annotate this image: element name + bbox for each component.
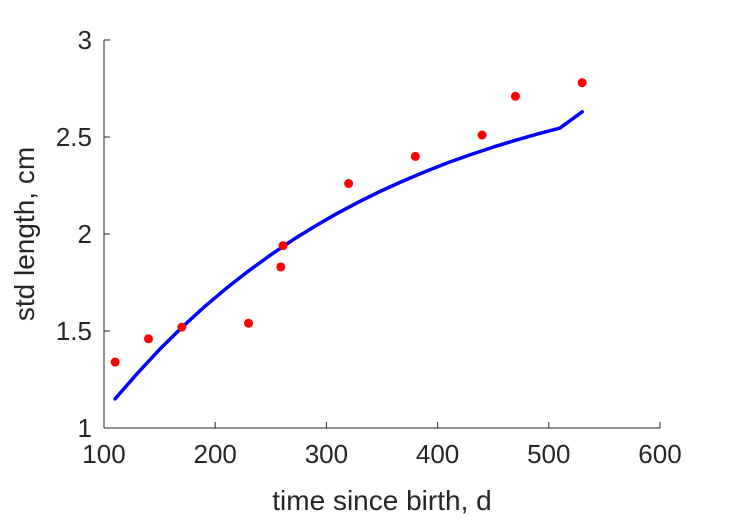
data-point	[177, 322, 187, 332]
data-point	[143, 334, 153, 344]
data-point	[276, 262, 286, 272]
x-tick-label: 200	[194, 439, 237, 469]
data-point	[410, 151, 420, 161]
x-ticks: 100 200 300 400 500 600	[82, 422, 682, 469]
x-tick-label: 100	[82, 439, 125, 469]
x-tick-label: 600	[638, 439, 681, 469]
axes	[103, 40, 660, 429]
data-point	[577, 78, 587, 88]
x-tick-label: 300	[305, 439, 348, 469]
y-axis-label: std length, cm	[9, 147, 40, 321]
data-point	[110, 357, 120, 367]
y-tick-label: 1.5	[56, 316, 92, 346]
data-point	[278, 241, 288, 251]
y-tick-label: 1	[78, 413, 92, 443]
fit-curve-line	[113, 110, 584, 401]
x-tick-label: 400	[416, 439, 459, 469]
y-tick-label: 2	[78, 219, 92, 249]
data-point	[510, 91, 520, 101]
series-layer	[110, 78, 587, 401]
data-point	[477, 130, 487, 140]
y-tick-label: 3	[78, 25, 92, 55]
x-tick-label: 500	[527, 439, 570, 469]
data-point	[244, 318, 254, 328]
data-point	[344, 179, 354, 189]
x-axis-label: time since birth, d	[272, 485, 491, 516]
y-ticks: 1 1.5 2 2.5 3	[56, 25, 110, 443]
y-tick-label: 2.5	[56, 122, 92, 152]
